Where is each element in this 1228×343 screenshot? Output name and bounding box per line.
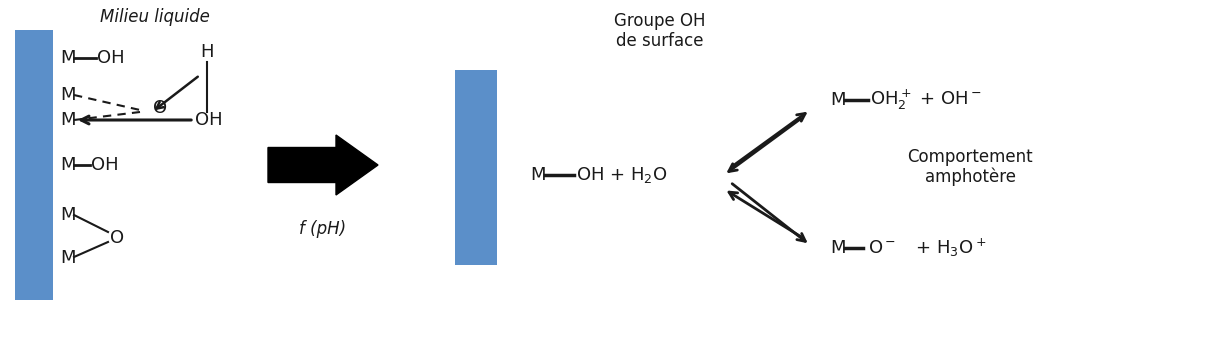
Text: M: M <box>60 249 75 267</box>
Text: Comportement: Comportement <box>907 148 1033 166</box>
Text: M: M <box>60 86 75 104</box>
Bar <box>456 70 497 265</box>
Text: OH$_2^+$ + OH$^-$: OH$_2^+$ + OH$^-$ <box>869 88 982 112</box>
Text: M: M <box>830 239 846 257</box>
Text: Groupe OH: Groupe OH <box>614 12 706 30</box>
Text: M: M <box>60 49 75 67</box>
Text: OH + H$_2$O: OH + H$_2$O <box>576 165 668 185</box>
Text: f (pH): f (pH) <box>300 220 346 238</box>
Text: O: O <box>154 99 167 117</box>
Text: de surface: de surface <box>616 32 704 50</box>
Text: O$^-$   + H$_3$O$^+$: O$^-$ + H$_3$O$^+$ <box>868 237 986 259</box>
Text: M: M <box>60 206 75 224</box>
Text: M: M <box>60 111 75 129</box>
Text: OH: OH <box>97 49 124 67</box>
Text: OH: OH <box>195 111 222 129</box>
Text: H: H <box>200 43 214 61</box>
Bar <box>15 30 53 300</box>
Text: OH: OH <box>91 156 119 174</box>
Text: O: O <box>111 229 124 247</box>
FancyArrow shape <box>268 135 378 195</box>
Text: amphotère: amphotère <box>925 168 1016 187</box>
Text: M: M <box>60 156 75 174</box>
Text: M: M <box>830 91 846 109</box>
Text: M: M <box>530 166 545 184</box>
Text: Milieu liquide: Milieu liquide <box>99 8 210 26</box>
